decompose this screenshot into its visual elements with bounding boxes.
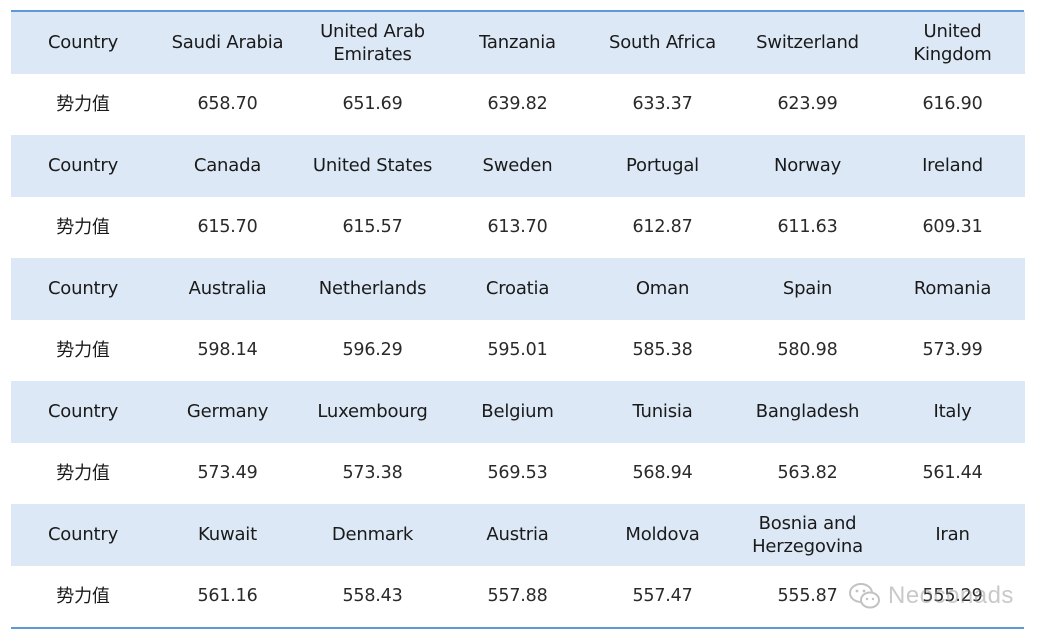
country-name-cell: Saudi Arabia	[155, 12, 300, 74]
country-name-cell: Bosnia and Herzegovina	[735, 504, 880, 566]
value-row: 势力值 615.70 615.57 613.70 612.87 611.63 609.31	[11, 196, 1025, 258]
strength-value-cell: 568.94	[590, 442, 735, 504]
country-row: Country Australia Netherlands Croatia Oman Sp…	[11, 258, 1025, 320]
country-name-cell: Romania	[880, 258, 1025, 320]
strength-value-cell: 612.87	[590, 196, 735, 258]
country-name-cell: Oman	[590, 258, 735, 320]
strength-value-cell: 651.69	[300, 73, 445, 135]
strength-value-cell: 573.49	[155, 442, 300, 504]
strength-value-cell: 615.70	[155, 196, 300, 258]
country-name-cell: Australia	[155, 258, 300, 320]
country-name-cell: United Arab Emirates	[300, 12, 445, 74]
country-row-header: Country	[11, 381, 155, 443]
country-row-header: Country	[11, 504, 155, 566]
country-name-cell: Kuwait	[155, 504, 300, 566]
country-name-cell: United States	[300, 135, 445, 197]
country-name-cell: Netherlands	[300, 258, 445, 320]
strength-value-cell: 580.98	[735, 319, 880, 381]
strength-value-cell: 557.47	[590, 565, 735, 627]
country-name-cell: Italy	[880, 381, 1025, 443]
country-name-cell: South Africa	[590, 12, 735, 74]
strength-value-cell: 555.87	[735, 565, 880, 627]
strength-value-cell: 561.16	[155, 565, 300, 627]
strength-value-cell: 557.88	[445, 565, 590, 627]
strength-value-cell: 569.53	[445, 442, 590, 504]
strength-value-cell: 639.82	[445, 73, 590, 135]
strength-value-cell: 555.29	[880, 565, 1025, 627]
strength-value-cell: 658.70	[155, 73, 300, 135]
value-row: 势力值 561.16 558.43 557.88 557.47 555.87 555.29	[11, 565, 1025, 627]
value-row-header: 势力值	[11, 196, 155, 258]
country-name-cell: United Kingdom	[880, 12, 1025, 74]
country-name-cell: Luxembourg	[300, 381, 445, 443]
country-name-cell: Iran	[880, 504, 1025, 566]
country-name-cell: Canada	[155, 135, 300, 197]
strength-value-cell: 573.38	[300, 442, 445, 504]
value-row-header: 势力值	[11, 73, 155, 135]
value-row-header: 势力值	[11, 319, 155, 381]
country-name-cell: Portugal	[590, 135, 735, 197]
strength-value-cell: 596.29	[300, 319, 445, 381]
country-name-cell: Croatia	[445, 258, 590, 320]
strength-value-cell: 573.99	[880, 319, 1025, 381]
country-name-cell: Denmark	[300, 504, 445, 566]
strength-value-cell: 613.70	[445, 196, 590, 258]
country-row: Country Canada United States Sweden Portugal…	[11, 135, 1025, 197]
strength-value-cell: 558.43	[300, 565, 445, 627]
rankings-table-container: Country Saudi Arabia United Arab Emirates T…	[11, 10, 1025, 629]
strength-value-cell: 563.82	[735, 442, 880, 504]
strength-value-cell: 595.01	[445, 319, 590, 381]
strength-value-cell: 633.37	[590, 73, 735, 135]
country-name-cell: Tanzania	[445, 12, 590, 74]
country-row: Country Saudi Arabia United Arab Emirates T…	[11, 12, 1025, 74]
strength-value-cell: 615.57	[300, 196, 445, 258]
country-name-cell: Germany	[155, 381, 300, 443]
country-name-cell: Moldova	[590, 504, 735, 566]
country-name-cell: Belgium	[445, 381, 590, 443]
country-name-cell: Ireland	[880, 135, 1025, 197]
country-rankings-table: Country Saudi Arabia United Arab Emirates T…	[11, 12, 1025, 627]
strength-value-cell: 561.44	[880, 442, 1025, 504]
value-row-header: 势力值	[11, 442, 155, 504]
country-name-cell: Austria	[445, 504, 590, 566]
country-name-cell: Norway	[735, 135, 880, 197]
country-row-header: Country	[11, 135, 155, 197]
country-row: Country Kuwait Denmark Austria Moldova Bosnia…	[11, 504, 1025, 566]
table-body: Country Saudi Arabia United Arab Emirates T…	[11, 12, 1025, 627]
strength-value-cell: 616.90	[880, 73, 1025, 135]
country-name-cell: Spain	[735, 258, 880, 320]
country-row: Country Germany Luxembourg Belgium Tunisia Ba…	[11, 381, 1025, 443]
strength-value-cell: 609.31	[880, 196, 1025, 258]
country-row-header: Country	[11, 12, 155, 74]
value-row: 势力值 658.70 651.69 639.82 633.37 623.99 616.90	[11, 73, 1025, 135]
country-name-cell: Tunisia	[590, 381, 735, 443]
value-row: 势力值 598.14 596.29 595.01 585.38 580.98 573.99	[11, 319, 1025, 381]
strength-value-cell: 623.99	[735, 73, 880, 135]
strength-value-cell: 598.14	[155, 319, 300, 381]
country-row-header: Country	[11, 258, 155, 320]
strength-value-cell: 585.38	[590, 319, 735, 381]
country-name-cell: Sweden	[445, 135, 590, 197]
value-row-header: 势力值	[11, 565, 155, 627]
country-name-cell: Bangladesh	[735, 381, 880, 443]
value-row: 势力值 573.49 573.38 569.53 568.94 563.82 561.44	[11, 442, 1025, 504]
strength-value-cell: 611.63	[735, 196, 880, 258]
country-name-cell: Switzerland	[735, 12, 880, 74]
